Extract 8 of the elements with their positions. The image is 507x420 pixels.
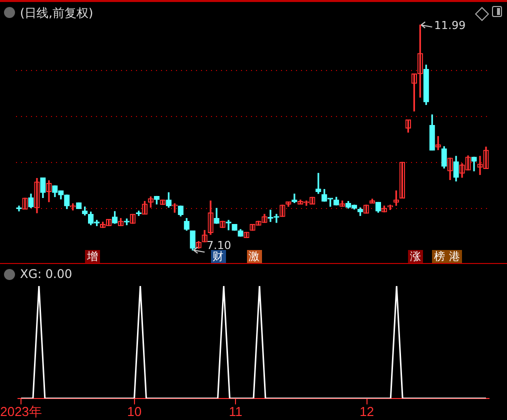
chart-title: XG: 0.00 <box>20 267 72 281</box>
x-tick-label: 12 <box>360 404 374 419</box>
annotation: 7.10 <box>206 239 232 252</box>
x-tick-label: 2023年 <box>0 404 42 419</box>
x-tick-label: 11 <box>228 404 242 419</box>
x-tick-label: 10 <box>127 404 142 419</box>
chart-title: (日线,前复权) <box>20 5 94 22</box>
annotation: 11.99 <box>434 18 466 32</box>
